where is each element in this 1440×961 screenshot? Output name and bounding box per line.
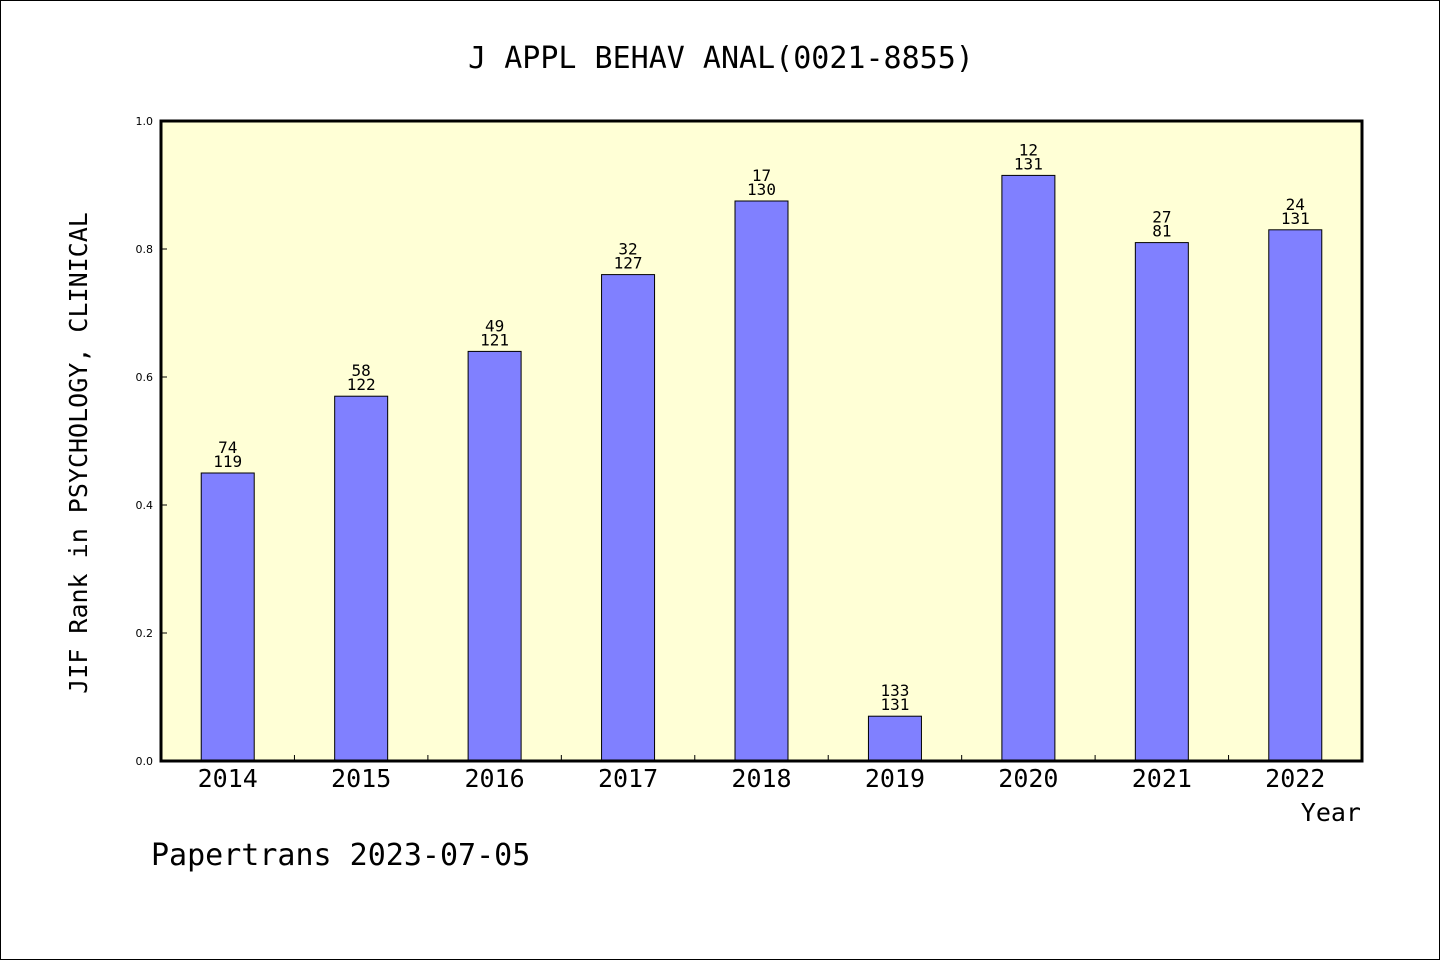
bar-rank-label-2015: 58 [352,361,371,380]
bar-total-label-2014: 119 [213,452,242,471]
plot-border [159,119,1364,763]
y-axis-title: JIF Rank in PSYCHOLOGY, CLINICAL [64,212,93,694]
x-tick-label-2014: 2014 [198,764,258,793]
y-tick-label-1.0: 1.0 [136,115,154,128]
bar-total-label-2020: 131 [1014,154,1043,173]
bar-total-label-2015: 122 [347,375,376,394]
bar-rank-label-2016: 49 [485,316,504,335]
bar-rank-label-2014: 74 [218,438,237,457]
y-tick-label-0.4: 0.4 [136,499,154,512]
bar-2021 [1134,242,1189,762]
bar-2022 [1268,229,1323,762]
bar-rank-label-2021: 27 [1152,208,1171,227]
bar-total-label-2022: 131 [1281,209,1310,228]
bar-total-label-2017: 127 [614,254,643,273]
bar-total-label-2019: 131 [880,695,909,714]
bar-2016 [467,350,522,762]
x-axis-title: Year [1301,798,1361,827]
bar-total-label-2018: 130 [747,180,776,199]
y-axis: 0.0 0.2 0.4 0.6 0.8 1.0 [136,115,167,768]
bars-layer [200,174,1323,762]
bar-2015 [334,395,389,762]
bar-rank-label-2022: 24 [1286,195,1305,214]
x-tick-label-2019: 2019 [865,764,925,793]
bar-2020 [1001,174,1056,762]
x-axis: 2014 2015 2016 2017 2018 2019 2020 2021 2022 [198,755,1325,793]
x-tick-label-2017: 2017 [598,764,658,793]
bar-rank-label-2019: 133 [880,681,909,700]
bar-2014 [200,472,255,762]
x-tick-label-2022: 2022 [1265,764,1325,793]
bar-labels-layer: 7411958122491213212717130133131121312781… [213,140,1309,714]
footer-credit: Papertrans 2023-07-05 [151,838,530,873]
chart-title: J APPL BEHAV ANAL(0021-8855) [468,41,974,76]
y-tick-label-0.0: 0.0 [136,755,154,768]
bar-rank-label-2017: 32 [618,240,637,259]
bar-total-label-2021: 81 [1152,222,1171,241]
x-tick-label-2015: 2015 [331,764,391,793]
bar-2018 [734,200,789,762]
bar-2019 [867,715,922,762]
y-tick-label-0.8: 0.8 [136,243,154,256]
bar-rank-label-2020: 12 [1019,140,1038,159]
bar-rank-label-2018: 17 [752,166,771,185]
bar-total-label-2016: 121 [480,330,509,349]
x-tick-label-2021: 2021 [1132,764,1192,793]
x-tick-label-2016: 2016 [465,764,525,793]
x-tick-label-2018: 2018 [731,764,791,793]
y-tick-label-0.2: 0.2 [136,627,154,640]
x-tick-label-2020: 2020 [998,764,1058,793]
bar-2017 [601,274,656,762]
y-tick-label-0.6: 0.6 [136,371,154,384]
